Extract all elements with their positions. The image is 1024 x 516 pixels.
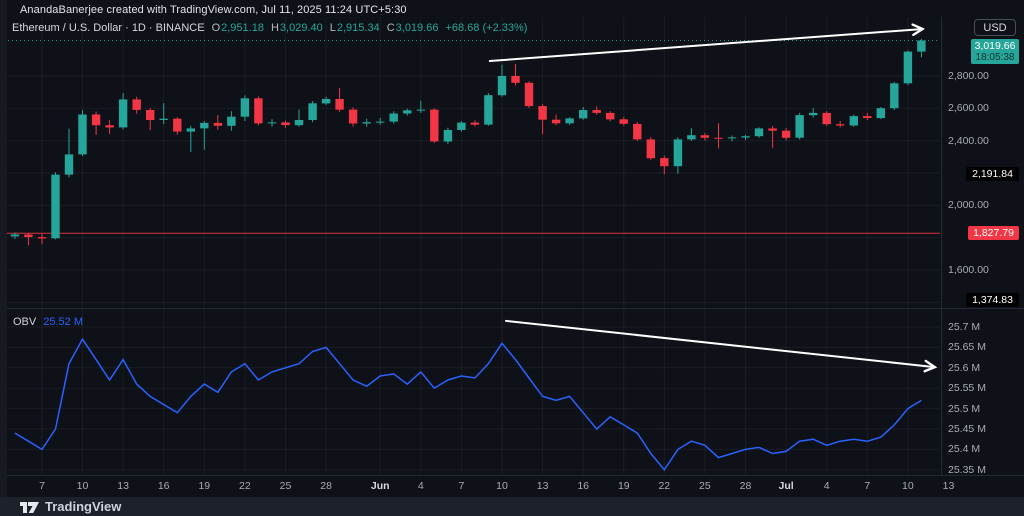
bar-countdown: 18:05:38 bbox=[975, 51, 1015, 63]
ohlc-close-value: 3,019.66 bbox=[395, 22, 439, 34]
pane-low-price-badge: 1,374.83 bbox=[966, 293, 1019, 307]
time-axis-label: 13 bbox=[942, 480, 955, 492]
time-axis-label: 13 bbox=[117, 480, 129, 492]
obv-axis-label: 25.4 M bbox=[948, 443, 981, 456]
symbol-legend[interactable]: Ethereum / U.S. Dollar · 1D · BINANCE O2,… bbox=[12, 22, 527, 34]
time-axis-label: Jun bbox=[370, 480, 390, 492]
horizontal-line-price-badge: 1,827.79 bbox=[968, 226, 1019, 241]
obv-value: 25.52 M bbox=[43, 316, 83, 328]
time-axis-label: 4 bbox=[823, 480, 830, 492]
tradingview-brand-text[interactable]: TradingView bbox=[45, 499, 122, 514]
ohlc-high-value: 3,029.40 bbox=[279, 22, 323, 34]
price-axis-label: 2,000.00 bbox=[948, 199, 989, 212]
obv-indicator-legend[interactable]: OBV 25.52 M bbox=[13, 316, 83, 328]
time-axis-label: 7 bbox=[458, 480, 465, 492]
time-axis-label: 13 bbox=[536, 480, 549, 492]
obv-axis-label: 25.6 M bbox=[948, 361, 981, 374]
time-axis-label: 16 bbox=[157, 480, 170, 492]
time-axis-label: Jul bbox=[778, 480, 794, 492]
time-axis-label: 22 bbox=[658, 480, 671, 492]
price-axis-label: 2,800.00 bbox=[948, 70, 989, 82]
obv-axis-label: 25.35 M bbox=[948, 463, 986, 476]
ohlc-low-value: 2,915.34 bbox=[336, 22, 380, 34]
credit-text: AnandaBanerjee created with TradingView.… bbox=[20, 4, 407, 16]
time-axis-label: 25 bbox=[699, 480, 711, 492]
time-axis-label: 19 bbox=[617, 480, 630, 492]
time-axis-label: 7 bbox=[39, 480, 45, 492]
price-axis-label: 2,600.00 bbox=[948, 102, 989, 115]
ohlc-close-label: C bbox=[386, 22, 395, 34]
symbol-title[interactable]: Ethereum / U.S. Dollar · 1D · BINANCE bbox=[12, 22, 205, 34]
time-axis-label: 10 bbox=[902, 480, 914, 492]
pane-left-edge bbox=[0, 0, 7, 497]
current-price-value: 3,019.66 bbox=[974, 39, 1016, 52]
price-change: +68.68 (+2.33%) bbox=[445, 22, 528, 34]
time-axis-label: 22 bbox=[239, 480, 251, 492]
ohlc-open-value: 2,951.18 bbox=[221, 22, 264, 34]
time-axis-label: 10 bbox=[496, 480, 508, 492]
time-axis-label: 28 bbox=[320, 480, 332, 492]
attribution-bar: TradingView bbox=[0, 497, 1024, 516]
ohlc-low-label: L bbox=[329, 22, 336, 34]
obv-axis-label: 25.5 M bbox=[948, 402, 981, 415]
time-axis-label: 25 bbox=[279, 480, 292, 492]
low-price-badge: 2,191.84 bbox=[966, 167, 1019, 182]
obv-label[interactable]: OBV bbox=[13, 316, 37, 328]
time-axis-label: 16 bbox=[577, 480, 590, 492]
time-axis-label: 4 bbox=[417, 480, 424, 492]
currency-toggle-button[interactable]: USD bbox=[974, 19, 1016, 36]
time-axis-label: 28 bbox=[739, 480, 752, 492]
obv-axis-label: 25.55 M bbox=[948, 382, 986, 395]
obv-axis-label: 25.45 M bbox=[948, 423, 986, 435]
price-axis-label: 2,400.00 bbox=[948, 134, 989, 147]
ohlc-high-label: H bbox=[270, 22, 279, 34]
current-price-badge: 3,019.66 18:05:38 bbox=[971, 38, 1019, 64]
time-axis-label: 19 bbox=[198, 480, 211, 492]
obv-axis-label: 25.7 M bbox=[948, 321, 981, 333]
tradingview-logo-icon[interactable] bbox=[20, 500, 39, 514]
chart-canvas[interactable] bbox=[0, 0, 1024, 497]
price-axis-label: 1,600.00 bbox=[948, 264, 989, 276]
time-axis-label: 10 bbox=[76, 480, 89, 492]
ohlc-open-label: O bbox=[211, 22, 221, 34]
obv-axis-label: 25.65 M bbox=[948, 341, 986, 354]
time-axis-label: 7 bbox=[864, 480, 871, 492]
